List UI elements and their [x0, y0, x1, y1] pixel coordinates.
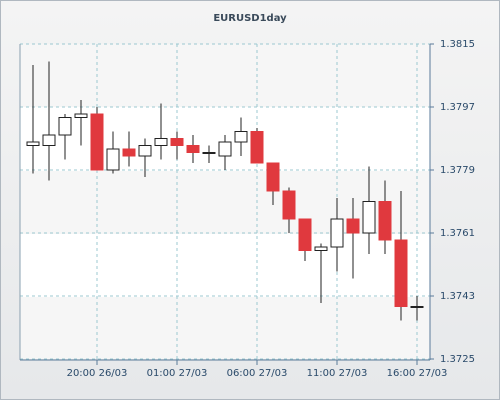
x-tick-label: 20:00 26/03: [67, 368, 128, 379]
candle-body: [266, 162, 280, 192]
y-tick-label: 1.3815: [440, 39, 475, 50]
candle-body: [154, 138, 168, 146]
candle-body: [186, 145, 200, 153]
candle-body: [394, 239, 408, 307]
candle-body: [58, 117, 72, 136]
candle-body: [106, 148, 120, 171]
candle-body: [42, 134, 56, 146]
candle-body: [362, 201, 376, 234]
x-tick-label: 16:00 27/03: [387, 368, 448, 379]
candle-body: [218, 141, 232, 157]
candle-body: [234, 131, 248, 143]
plot-band: [20, 297, 430, 359]
candle-body: [330, 218, 344, 248]
x-tick-label: 06:00 27/03: [227, 368, 288, 379]
candle-body: [298, 218, 312, 251]
candle-body: [202, 152, 216, 154]
candle-body: [90, 113, 104, 171]
plot: [20, 43, 430, 360]
y-tick-label: 1.3743: [440, 291, 475, 302]
candle-body: [410, 306, 424, 308]
candle-body: [26, 141, 40, 146]
y-tick-label: 1.3797: [440, 102, 475, 113]
candle-body: [282, 190, 296, 220]
plot-band: [20, 44, 430, 107]
y-tick-label: 1.3725: [440, 354, 475, 365]
x-tick-label: 11:00 27/03: [307, 368, 368, 379]
candle-body: [378, 201, 392, 241]
candle-body: [74, 113, 88, 118]
candle-body: [346, 218, 360, 234]
candle-body: [314, 246, 328, 251]
candle-body: [250, 131, 264, 164]
plot-band: [20, 171, 430, 234]
chart-title: EURUSD1day: [213, 13, 287, 24]
candle-body: [122, 148, 136, 157]
x-tick-label: 01:00 27/03: [147, 368, 208, 379]
y-tick-label: 1.3779: [440, 165, 475, 176]
candle-body: [138, 145, 152, 157]
y-tick-label: 1.3761: [440, 228, 475, 239]
candle-body: [170, 138, 184, 146]
